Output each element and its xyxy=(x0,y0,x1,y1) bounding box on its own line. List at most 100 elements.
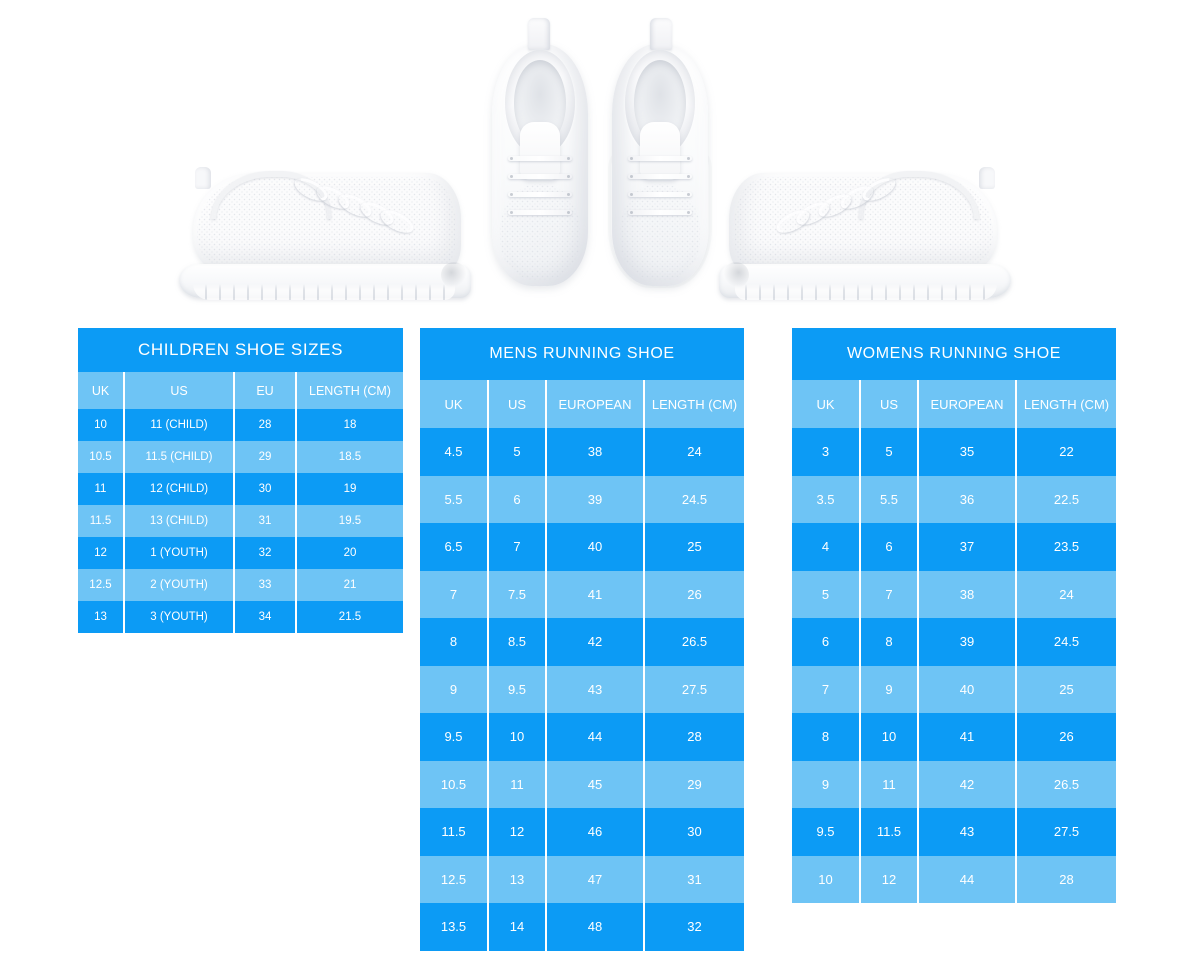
cell-us: 12 xyxy=(487,808,547,856)
size-table-grid: UK US EUROPEAN LENGTH (CM) 4.5 5 38 24 5.5 6 39 24… xyxy=(420,380,744,951)
cell-length-cm: 25 xyxy=(1015,665,1116,713)
cell-us: 7 xyxy=(859,570,919,618)
cell-length-cm: 24 xyxy=(643,428,744,476)
shoe-top-view-left xyxy=(492,18,588,286)
shoe-lace xyxy=(628,192,692,197)
table-body: 3 5 35 22 3.5 5.5 36 22.5 4 6 37 23.5 5 7 38 24 6 8 39 24.5… xyxy=(792,428,1116,903)
cell-european: 44 xyxy=(545,713,645,761)
table-row: 10.5 11.5 (CHILD) 29 18.5 xyxy=(78,441,403,473)
shoe-lace xyxy=(508,192,572,197)
cell-us: 3 (YOUTH) xyxy=(123,601,235,633)
table-row: 6.5 7 40 25 xyxy=(420,523,744,571)
cell-european: 41 xyxy=(545,570,645,618)
table-row: 4 6 37 23.5 xyxy=(792,523,1116,571)
shoe-illustrations xyxy=(0,0,1200,320)
table-row: 9 11 42 26.5 xyxy=(792,760,1116,808)
column-header-us: US xyxy=(859,380,919,428)
cell-us: 11 xyxy=(487,760,547,808)
cell-length-cm: 27.5 xyxy=(1015,808,1116,856)
cell-uk: 4 xyxy=(792,523,861,571)
cell-uk: 5.5 xyxy=(420,475,489,523)
shoe-lace xyxy=(628,210,692,215)
column-header-european: EUROPEAN xyxy=(545,380,645,428)
cell-uk: 9 xyxy=(792,760,861,808)
column-header-uk: UK xyxy=(420,380,489,428)
cell-european: 35 xyxy=(917,428,1017,476)
shoe-mesh-texture xyxy=(500,184,580,280)
table-title: CHILDREN SHOE SIZES xyxy=(78,328,403,372)
table-header: UK US EUROPEAN LENGTH (CM) xyxy=(792,380,1116,428)
cell-eu: 33 xyxy=(233,569,297,601)
table-row: 12.5 13 47 31 xyxy=(420,855,744,903)
womens-shoe-size-table: WOMENS RUNNING SHOE UK US EUROPEAN LENGTH (… xyxy=(792,328,1116,903)
cell-length-cm: 27.5 xyxy=(643,665,744,713)
column-header-us: US xyxy=(123,372,235,409)
cell-us: 10 xyxy=(487,713,547,761)
cell-eu: 31 xyxy=(233,505,297,537)
table-row: 11.5 12 46 30 xyxy=(420,808,744,856)
shoe-image-center-top-view-pair xyxy=(492,18,708,308)
shoe-tongue xyxy=(520,122,560,180)
cell-length-cm: 24.5 xyxy=(643,475,744,523)
cell-us: 14 xyxy=(487,903,547,951)
table-row: 10 12 44 28 xyxy=(792,855,1116,903)
cell-us: 1 (YOUTH) xyxy=(123,537,235,569)
cell-european: 36 xyxy=(917,475,1017,523)
table-row: 3.5 5.5 36 22.5 xyxy=(792,475,1116,523)
cell-length-cm: 32 xyxy=(643,903,744,951)
table-body: 10 11 (CHILD) 28 18 10.5 11.5 (CHILD) 29 18.5 11… xyxy=(78,409,403,633)
cell-length-cm: 24.5 xyxy=(1015,618,1116,666)
cell-uk: 13 xyxy=(78,601,125,633)
cell-uk: 9 xyxy=(420,665,489,713)
table-row: 8 10 41 26 xyxy=(792,713,1116,761)
shoe-mesh-texture xyxy=(620,184,700,280)
table-row: 9.5 11.5 43 27.5 xyxy=(792,808,1116,856)
cell-us: 8 xyxy=(859,618,919,666)
cell-uk: 10.5 xyxy=(78,441,125,473)
table-row: 3 5 35 22 xyxy=(792,428,1116,476)
shoe-lace xyxy=(508,210,572,215)
cell-eu: 28 xyxy=(233,409,297,441)
column-header-length-cm: LENGTH (CM) xyxy=(295,372,403,409)
cell-european: 43 xyxy=(545,665,645,713)
table-row: 9.5 10 44 28 xyxy=(420,713,744,761)
cell-length-cm: 19.5 xyxy=(295,505,403,537)
column-header-uk: UK xyxy=(78,372,125,409)
cell-length-cm: 26 xyxy=(643,570,744,618)
table-row: 6 8 39 24.5 xyxy=(792,618,1116,666)
cell-uk: 12.5 xyxy=(420,855,489,903)
cell-length-cm: 26 xyxy=(1015,713,1116,761)
cell-european: 44 xyxy=(917,855,1017,903)
cell-length-cm: 22.5 xyxy=(1015,475,1116,523)
cell-uk: 11.5 xyxy=(420,808,489,856)
cell-length-cm: 26.5 xyxy=(643,618,744,666)
cell-length-cm: 28 xyxy=(1015,855,1116,903)
table-row: 10 11 (CHILD) 28 18 xyxy=(78,409,403,441)
cell-length-cm: 23.5 xyxy=(1015,523,1116,571)
table-row: 7 7.5 41 26 xyxy=(420,570,744,618)
cell-us: 7 xyxy=(487,523,547,571)
cell-uk: 3.5 xyxy=(792,475,861,523)
mens-shoe-size-table: MENS RUNNING SHOE UK US EUROPEAN LENGTH (CM… xyxy=(420,328,744,951)
shoe-image-right-side-view xyxy=(715,165,1015,310)
cell-us: 5 xyxy=(859,428,919,476)
cell-us: 7.5 xyxy=(487,570,547,618)
cell-european: 39 xyxy=(917,618,1017,666)
cell-eu: 32 xyxy=(233,537,297,569)
table-header-row: UK US EUROPEAN LENGTH (CM) xyxy=(792,380,1116,428)
cell-eu: 34 xyxy=(233,601,297,633)
cell-uk: 11 xyxy=(78,473,125,505)
table-header: UK US EU LENGTH (CM) xyxy=(78,372,403,409)
cell-us: 13 (CHILD) xyxy=(123,505,235,537)
table-row: 10.5 11 45 29 xyxy=(420,760,744,808)
cell-us: 6 xyxy=(859,523,919,571)
cell-european: 37 xyxy=(917,523,1017,571)
cell-length-cm: 25 xyxy=(643,523,744,571)
cell-uk: 7 xyxy=(420,570,489,618)
cell-uk: 13.5 xyxy=(420,903,489,951)
cell-uk: 6 xyxy=(792,618,861,666)
cell-uk: 10 xyxy=(78,409,125,441)
cell-us: 11 xyxy=(859,760,919,808)
cell-us: 11.5 (CHILD) xyxy=(123,441,235,473)
cell-us: 12 (CHILD) xyxy=(123,473,235,505)
